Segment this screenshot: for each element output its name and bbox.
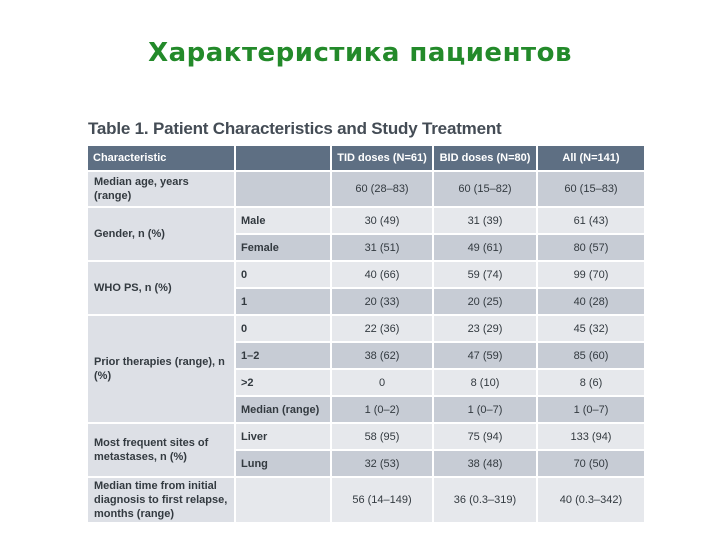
row-subgroup: >2 [236, 370, 332, 397]
row-subgroup: 0 [236, 316, 332, 343]
table-row: Median age, years (range) 60 (28–83) 60 … [88, 172, 644, 208]
cell-all: 40 (0.3–342) [538, 478, 644, 524]
cell-tid: 1 (0–2) [332, 397, 434, 424]
row-subgroup: Liver [236, 424, 332, 451]
table-row: Lung 32 (53) 38 (48) 70 (50) [88, 451, 644, 478]
row-label-metastases-sites: Most frequent sites of metastases, n (%) [88, 424, 236, 478]
row-label-who-ps: WHO PS, n (%) [88, 262, 236, 316]
table-row: 1–2 38 (62) 47 (59) 85 (60) [88, 343, 644, 370]
cell-tid: 22 (36) [332, 316, 434, 343]
table-row: Median time from initial diagnosis to fi… [88, 478, 644, 524]
cell-bid: 60 (15–82) [434, 172, 538, 208]
cell-all: 85 (60) [538, 343, 644, 370]
table-heading: Table 1. Patient Characteristics and Stu… [88, 119, 502, 138]
table-row: Median (range) 1 (0–2) 1 (0–7) 1 (0–7) [88, 397, 644, 424]
cell-bid: 49 (61) [434, 235, 538, 262]
row-label-prior-therapies: Prior therapies (range), n (%) [88, 316, 236, 424]
cell-all: 40 (28) [538, 289, 644, 316]
column-header-all: All (N=141) [538, 146, 644, 172]
cell-bid: 59 (74) [434, 262, 538, 289]
table-header-row: Characteristic TID doses (N=61) BID dose… [88, 146, 644, 172]
table-row: Most frequent sites of metastases, n (%)… [88, 424, 644, 478]
cell-bid: 31 (39) [434, 208, 538, 235]
cell-all: 61 (43) [538, 208, 644, 235]
cell-bid: 36 (0.3–319) [434, 478, 538, 524]
table-row: >2 0 8 (10) 8 (6) [88, 370, 644, 397]
row-subgroup: 1–2 [236, 343, 332, 370]
cell-tid: 38 (62) [332, 343, 434, 370]
table-row: 1 20 (33) 20 (25) 40 (28) [88, 289, 644, 316]
cell-bid: 23 (29) [434, 316, 538, 343]
cell-tid: 32 (53) [332, 451, 434, 478]
cell-tid: 20 (33) [332, 289, 434, 316]
cell-tid: 56 (14–149) [332, 478, 434, 524]
row-subgroup: 1 [236, 289, 332, 316]
cell-tid: 30 (49) [332, 208, 434, 235]
column-header-tid: TID doses (N=61) [332, 146, 434, 172]
cell-tid: 40 (66) [332, 262, 434, 289]
cell-bid: 75 (94) [434, 424, 538, 451]
table-row: Prior therapies (range), n (%) 0 22 (36)… [88, 316, 644, 424]
column-header-characteristic: Characteristic [88, 146, 236, 172]
cell-all: 133 (94) [538, 424, 644, 451]
cell-tid: 31 (51) [332, 235, 434, 262]
slide-title: Характеристика пациентов [148, 38, 572, 68]
cell-all: 8 (6) [538, 370, 644, 397]
row-subgroup [236, 172, 332, 208]
row-subgroup: 0 [236, 262, 332, 289]
cell-bid: 1 (0–7) [434, 397, 538, 424]
patient-characteristics-table: Characteristic TID doses (N=61) BID dose… [88, 146, 644, 524]
cell-bid: 20 (25) [434, 289, 538, 316]
cell-tid: 0 [332, 370, 434, 397]
cell-all: 60 (15–83) [538, 172, 644, 208]
row-subgroup: Lung [236, 451, 332, 478]
row-label-gender: Gender, n (%) [88, 208, 236, 262]
cell-tid: 58 (95) [332, 424, 434, 451]
table-row: WHO PS, n (%) 0 40 (66) 59 (74) 99 (70) [88, 262, 644, 316]
row-subgroup: Female [236, 235, 332, 262]
row-subgroup: Male [236, 208, 332, 235]
row-label-median-age: Median age, years (range) [88, 172, 236, 208]
cell-all: 70 (50) [538, 451, 644, 478]
table-row: Gender, n (%) Male 30 (49) 31 (39) 61 (4… [88, 208, 644, 262]
cell-all: 99 (70) [538, 262, 644, 289]
row-subgroup: Median (range) [236, 397, 332, 424]
cell-all: 45 (32) [538, 316, 644, 343]
row-subgroup [236, 478, 332, 524]
cell-bid: 38 (48) [434, 451, 538, 478]
cell-bid: 47 (59) [434, 343, 538, 370]
table-row: Female 31 (51) 49 (61) 80 (57) [88, 235, 644, 262]
row-label-median-time-relapse: Median time from initial diagnosis to fi… [88, 478, 236, 524]
cell-bid: 8 (10) [434, 370, 538, 397]
cell-all: 80 (57) [538, 235, 644, 262]
cell-all: 1 (0–7) [538, 397, 644, 424]
cell-tid: 60 (28–83) [332, 172, 434, 208]
column-header-subgroup [236, 146, 332, 172]
column-header-bid: BID doses (N=80) [434, 146, 538, 172]
